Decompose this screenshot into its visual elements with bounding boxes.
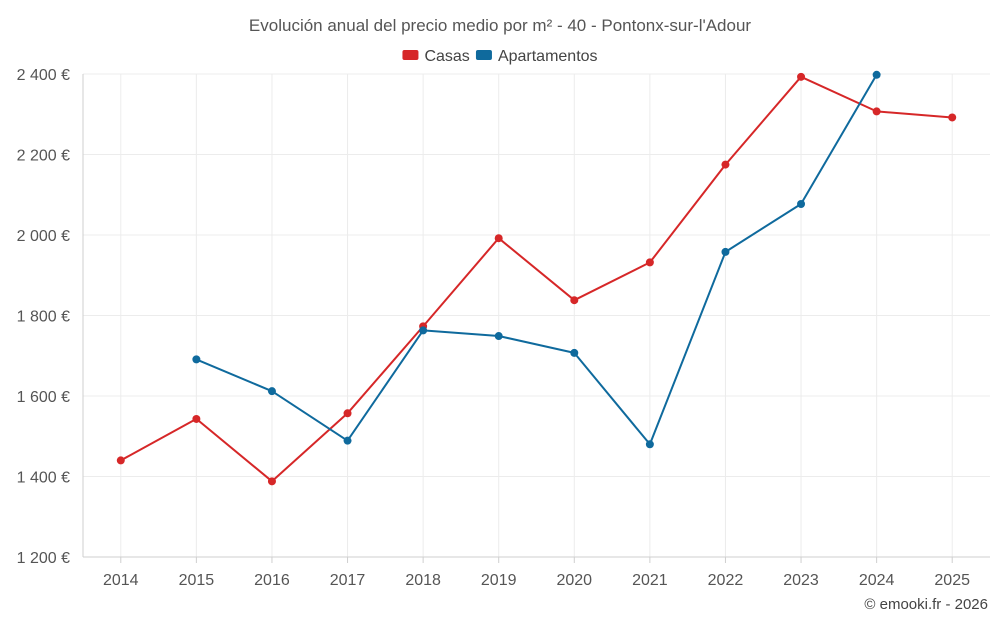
x-tick-label: 2025 [934,572,970,589]
x-tick-label: 2017 [330,572,366,589]
x-tick-label: 2016 [254,572,290,589]
y-tick-label: 1 800 € [17,309,70,326]
data-point-casas[interactable] [267,477,276,486]
legend-swatch [475,50,492,60]
y-tick-label: 1 400 € [17,470,70,487]
y-tick-label: 1 600 € [17,389,70,406]
data-point-casas[interactable] [872,107,881,116]
credit-text: © emooki.fr - 2026 [864,596,988,613]
y-tick-label: 2 400 € [17,67,70,84]
chart-title: Evolución anual del precio medio por m² … [249,16,751,35]
y-tick-label: 1 200 € [17,550,70,567]
data-point-casas[interactable] [721,160,730,169]
x-tick-label: 2018 [405,572,441,589]
data-point-apartamentos[interactable] [872,70,881,79]
x-tick-label: 2023 [783,572,819,589]
x-tick-label: 2022 [708,572,744,589]
legend-label: Casas [424,48,469,65]
data-point-casas[interactable] [192,414,201,423]
legend-item-casas[interactable]: Casas [402,48,470,65]
data-point-casas[interactable] [116,456,125,465]
data-point-apartamentos[interactable] [494,332,503,341]
x-tick-label: 2024 [859,572,895,589]
series-line-casas [120,75,953,483]
data-point-apartamentos[interactable] [645,440,654,449]
x-tick-label: 2021 [632,572,668,589]
data-point-apartamentos[interactable] [797,200,806,209]
data-point-apartamentos[interactable] [267,387,276,396]
axes: 1 200 € 1 400 € 1 600 € 1 800 € 2 000 € 2 200… [17,67,990,589]
y-tick-label: 2 200 € [17,148,70,165]
data-point-apartamentos[interactable] [343,436,352,445]
legend-swatch [402,50,419,60]
series-casas [116,72,957,486]
data-point-casas[interactable] [645,258,654,267]
data-point-casas[interactable] [343,409,352,418]
data-point-casas[interactable] [494,234,503,243]
x-tick-label: 2014 [103,572,139,589]
grid [83,73,990,557]
y-tick-label: 2 000 € [17,228,70,245]
legend[interactable]: Casas Apartamentos [402,48,598,65]
legend-item-apartamentos[interactable]: Apartamentos [475,48,598,65]
data-point-apartamentos[interactable] [570,348,579,357]
x-tick-label: 2019 [481,572,517,589]
x-tick-label: 2020 [556,572,592,589]
data-point-casas[interactable] [797,72,806,81]
legend-label: Apartamentos [498,48,598,65]
data-point-apartamentos[interactable] [419,326,428,335]
series-line-apartamentos [196,74,878,446]
data-point-casas[interactable] [948,113,957,122]
series-apartamentos [192,70,881,449]
data-point-apartamentos[interactable] [721,247,730,256]
data-point-casas[interactable] [570,296,579,305]
series-layer [116,70,957,486]
x-tick-label: 2015 [179,572,215,589]
data-point-apartamentos[interactable] [192,355,201,364]
